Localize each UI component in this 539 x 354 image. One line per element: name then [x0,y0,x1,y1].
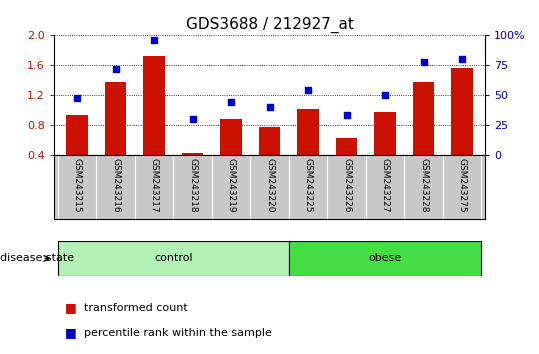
Text: control: control [154,253,192,263]
Text: GSM243227: GSM243227 [381,158,390,213]
Bar [375,112,396,155]
Text: obese: obese [368,253,402,263]
Point [73,95,81,101]
Text: GSM243226: GSM243226 [342,158,351,213]
Point [342,113,351,118]
Text: GSM243225: GSM243225 [303,158,313,213]
Bar [413,82,434,155]
Text: ■: ■ [65,326,80,339]
Bar [289,241,481,276]
Point [150,38,158,43]
Point [303,87,312,93]
Bar [182,153,203,155]
Text: GSM243275: GSM243275 [458,158,466,213]
Bar [336,138,357,155]
Text: GSM243220: GSM243220 [265,158,274,213]
Bar [105,82,126,155]
Point [188,116,197,122]
Text: percentile rank within the sample: percentile rank within the sample [84,328,272,338]
Text: ■: ■ [65,302,80,314]
Bar [66,115,87,155]
Bar [298,109,319,155]
Text: GSM243215: GSM243215 [73,158,81,213]
Text: GSM243219: GSM243219 [226,158,236,213]
Point [265,104,274,110]
Bar [259,127,280,155]
Text: GSM243218: GSM243218 [188,158,197,213]
Text: disease state: disease state [0,253,74,263]
Point [227,99,236,105]
Point [381,92,389,98]
Point [458,57,466,62]
Text: GSM243228: GSM243228 [419,158,428,213]
Title: GDS3688 / 212927_at: GDS3688 / 212927_at [185,16,354,33]
Text: GSM243216: GSM243216 [111,158,120,213]
Bar [58,241,289,276]
Bar [143,56,164,155]
Point [111,66,120,72]
Bar [452,68,473,155]
Bar [220,119,241,155]
Point [419,59,428,64]
Text: transformed count: transformed count [84,303,187,313]
Text: GSM243217: GSM243217 [149,158,158,213]
